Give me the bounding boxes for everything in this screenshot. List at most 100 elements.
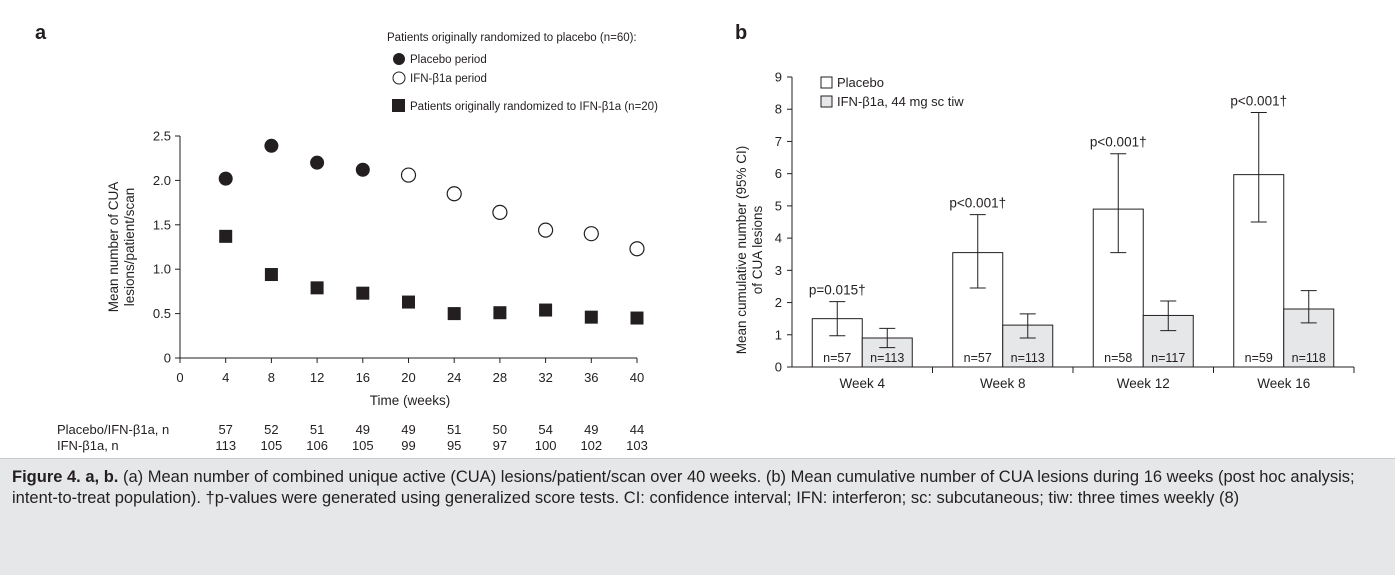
panel-a-y-axis-label-line-2: lesions/patient/scan (122, 188, 137, 307)
b-y-tick-label: 6 (775, 166, 782, 181)
legend-ifn-swatch (820, 95, 833, 108)
a-x-tick-label: 32 (538, 370, 552, 385)
n-table-cell: 95 (447, 438, 461, 453)
placebo-period-point (355, 162, 370, 177)
b-y-tick-label: 4 (775, 231, 782, 246)
panel-b-label: b (735, 22, 747, 44)
a-x-tick-label: 40 (630, 370, 644, 385)
a-x-tick-label: 4 (222, 370, 229, 385)
legend-ifn-randomized-label: Patients originally randomized to IFN-β1… (410, 101, 658, 113)
figure-caption: Figure 4. a, b. (a) Mean number of combi… (0, 458, 1395, 575)
a-x-tick-label: 36 (584, 370, 598, 385)
placebo-period-point (310, 155, 325, 170)
b-y-tick-label: 5 (775, 198, 782, 213)
ifn-randomized-point (630, 311, 644, 325)
n-table-cell: 103 (626, 438, 648, 453)
ifn-randomized-point (310, 281, 324, 295)
n-table-cell: 106 (306, 438, 328, 453)
p-value-annotation: p<0.001† (1230, 93, 1287, 108)
ifn-randomized-point (264, 268, 278, 282)
n-table-cell: 113 (215, 438, 236, 453)
a-y-tick-label: 1.5 (153, 217, 171, 232)
category-label: Week 8 (980, 376, 1026, 391)
legend-ifn-randomized-marker (392, 99, 405, 112)
n-table-cell: 99 (401, 438, 415, 453)
a-y-tick-label: 2.5 (153, 129, 171, 144)
category-label: Week 12 (1117, 376, 1170, 391)
a-x-tick-label: 28 (493, 370, 507, 385)
figure-4: a b 00.51.01.52.02.5 0 4 8 12 16 20 24 28 32 36 40… (35, 22, 1355, 453)
n-table-cell: 49 (401, 422, 415, 437)
panel-b-chart: 0 1 2 3 4 5 6 7 8 9 n=57 n=113 p=0.015† n=57 n=113 p<0… (734, 70, 1355, 391)
a-x-tick-label: 0 (176, 370, 183, 385)
n-label: n=113 (1011, 351, 1045, 365)
ifn-randomized-point (584, 310, 598, 324)
ifn-randomized-point (493, 306, 507, 320)
a-y-tick-label: 2.0 (153, 173, 171, 188)
a-y-tick-label: 0.5 (153, 306, 171, 321)
n-table-row-1-label: Placebo/IFN-β1a, n (57, 422, 169, 437)
legend-placebo-swatch (820, 76, 833, 89)
caption-lead: Figure 4. a, b. (12, 468, 119, 486)
n-label: n=113 (870, 351, 904, 365)
n-table-cell: 49 (584, 422, 598, 437)
a-y-tick-label: 1.0 (153, 262, 171, 277)
panel-a-chart: 0 0.5 1.0 1.5 2.0 2.5 0 4 8 12 16 20 24 28 32 36 40 Tim… (57, 32, 658, 453)
legend-ifn-period-marker (392, 71, 406, 85)
n-label: n=59 (1245, 351, 1273, 365)
b-y-tick-label: 3 (775, 263, 782, 278)
p-value-annotation: p<0.001† (949, 196, 1006, 211)
b-y-tick-label: 8 (775, 102, 782, 117)
n-table-cell: 49 (356, 422, 370, 437)
caption-text: (a) Mean number of combined unique activ… (12, 468, 1355, 507)
ifn-period-point (400, 167, 417, 183)
legend-ifn-label: IFN-β1a, 44 mg sc tiw (837, 94, 964, 109)
a-x-tick-label: 16 (356, 370, 370, 385)
a-x-tick-label: 8 (268, 370, 275, 385)
ifn-period-point (629, 241, 645, 257)
n-table-cell: 105 (261, 438, 283, 453)
n-label: n=117 (1151, 351, 1185, 365)
panel-a-y-axis-label-line-1: Mean number of CUA (106, 182, 121, 313)
a-y-tick-label: 0 (164, 351, 171, 366)
ifn-randomized-point (356, 286, 370, 300)
n-table-cell: 51 (310, 422, 324, 437)
b-y-tick-label: 9 (775, 70, 782, 85)
n-table-cell: 52 (264, 422, 278, 437)
n-table-cell: 51 (447, 422, 461, 437)
ifn-period-point (537, 222, 554, 238)
n-table-cell: 54 (538, 422, 552, 437)
n-table-cell: 57 (218, 422, 232, 437)
b-y-tick-label: 7 (775, 134, 782, 149)
ifn-period-point (492, 204, 508, 220)
n-label: n=57 (964, 351, 992, 365)
panel-a-label: a (35, 22, 47, 44)
ifn-randomized-point (402, 295, 415, 309)
b-y-tick-label: 1 (775, 327, 782, 342)
b-y-tick-label: 2 (775, 295, 782, 310)
n-label: n=118 (1292, 351, 1326, 365)
n-table-cell: 100 (535, 438, 557, 453)
p-value-annotation: p<0.001† (1090, 135, 1147, 150)
legend-placebo-period-marker (393, 53, 405, 65)
n-table-cell: 97 (493, 438, 507, 453)
ifn-randomized-point (539, 303, 553, 317)
ifn-period-point (583, 226, 599, 242)
n-table-cell: 50 (493, 422, 507, 437)
n-table-cell: 105 (352, 438, 374, 453)
panel-b-y-axis-label-line-1: Mean cumulative number (95% CI) (734, 146, 749, 355)
legend-placebo-label: Placebo (837, 75, 884, 90)
n-label: n=57 (823, 351, 851, 365)
p-value-annotation: p=0.015† (809, 283, 866, 298)
n-table-row-2-label: IFN-β1a, n (57, 438, 119, 453)
placebo-period-point (218, 171, 233, 186)
a-x-tick-label: 12 (310, 370, 324, 385)
legend-placebo-period-label: Placebo period (410, 54, 487, 66)
n-table-cell: 44 (630, 422, 644, 437)
ifn-randomized-point (219, 229, 233, 243)
category-label: Week 4 (839, 376, 885, 391)
panel-a-x-axis-label: Time (weeks) (370, 393, 451, 408)
ifn-period-point (446, 186, 462, 202)
panel-b-y-axis-label-line-2: of CUA lesions (750, 205, 765, 294)
placebo-period-point (264, 138, 279, 153)
